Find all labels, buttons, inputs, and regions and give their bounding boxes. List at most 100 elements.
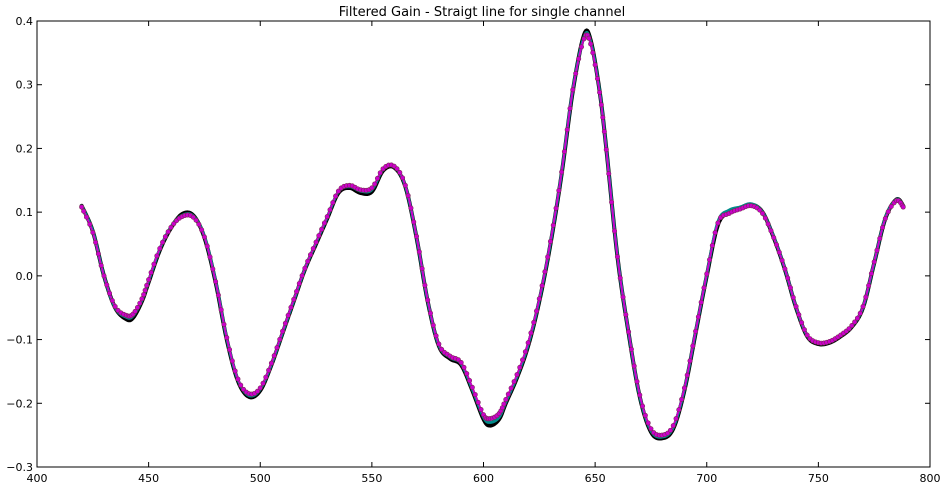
data-point	[139, 296, 145, 302]
data-point	[531, 319, 537, 325]
data-point	[871, 259, 877, 265]
data-point	[542, 269, 548, 275]
data-point	[141, 292, 147, 298]
data-point	[508, 385, 514, 391]
data-point	[430, 322, 436, 328]
data-point	[539, 283, 545, 289]
data-point	[274, 345, 280, 351]
data-point	[874, 247, 880, 253]
data-point	[576, 56, 582, 62]
data-point	[588, 41, 594, 47]
data-point	[221, 321, 227, 327]
data-point	[402, 182, 408, 188]
data-point	[257, 385, 263, 391]
data-point	[501, 401, 507, 407]
data-point	[154, 253, 160, 259]
data-point	[550, 222, 556, 228]
data-point	[109, 298, 115, 304]
data-point	[594, 76, 600, 82]
data-point	[148, 269, 154, 275]
data-point	[642, 412, 648, 418]
y-tick-label: −0.1	[6, 334, 33, 347]
data-point	[687, 358, 693, 364]
x-tick-label: 700	[696, 472, 717, 485]
data-point	[606, 171, 612, 177]
data-point	[796, 312, 802, 318]
data-point	[771, 235, 777, 241]
data-point	[603, 147, 609, 153]
y-tick-label: −0.3	[6, 461, 33, 474]
data-point	[715, 220, 721, 226]
data-point	[411, 219, 417, 225]
data-point	[433, 333, 439, 339]
data-point	[310, 245, 316, 251]
data-point	[436, 341, 442, 347]
data-point	[335, 188, 341, 194]
data-point	[804, 332, 810, 338]
data-point	[592, 62, 598, 68]
data-point	[162, 234, 168, 240]
data-point	[762, 215, 768, 221]
data-point	[313, 239, 319, 245]
data-point	[598, 102, 604, 108]
y-tick-label: 0.1	[16, 206, 34, 219]
data-point	[142, 287, 148, 293]
data-point	[704, 271, 710, 277]
data-point	[701, 285, 707, 291]
data-point	[84, 214, 90, 220]
data-point	[863, 294, 869, 300]
data-point	[394, 166, 400, 172]
data-point	[790, 295, 796, 301]
x-tick-label: 800	[920, 472, 941, 485]
data-point	[227, 347, 233, 353]
data-point	[422, 282, 428, 288]
data-point	[427, 310, 433, 316]
data-point	[294, 288, 300, 294]
data-point	[556, 188, 562, 194]
data-point	[408, 205, 414, 211]
data-point	[631, 363, 637, 369]
data-point	[232, 368, 238, 374]
data-point	[90, 230, 96, 236]
data-point	[854, 315, 860, 321]
data-point	[425, 297, 431, 303]
data-point	[503, 396, 509, 402]
data-point	[765, 221, 771, 227]
data-point	[645, 420, 651, 426]
data-point	[369, 185, 375, 191]
data-point	[271, 353, 277, 359]
data-point	[400, 175, 406, 181]
data-point	[757, 207, 763, 213]
data-point	[81, 208, 87, 214]
data-point	[144, 282, 150, 288]
x-tick-label: 650	[585, 472, 606, 485]
data-point	[285, 312, 291, 318]
data-point	[101, 273, 107, 279]
data-point	[196, 221, 202, 227]
data-point	[787, 285, 793, 291]
data-point	[877, 236, 883, 242]
data-point	[684, 372, 690, 378]
data-point	[254, 388, 260, 394]
series-layer	[79, 28, 906, 441]
x-tick-label: 550	[361, 472, 382, 485]
plot-frame	[36, 20, 931, 468]
y-tick-label: 0.2	[16, 142, 34, 155]
data-point	[768, 228, 774, 234]
data-point	[536, 296, 542, 302]
data-point	[779, 257, 785, 263]
data-point	[559, 169, 565, 175]
data-point	[528, 330, 534, 336]
data-point	[469, 384, 475, 390]
data-point	[505, 391, 511, 397]
data-point	[880, 225, 886, 231]
y-tick-label: 0.3	[16, 79, 34, 92]
data-point	[637, 392, 643, 398]
data-point	[525, 340, 531, 346]
data-point	[277, 336, 283, 342]
data-point	[204, 243, 210, 249]
data-point	[291, 296, 297, 302]
data-point	[776, 249, 782, 255]
data-point	[601, 129, 607, 135]
